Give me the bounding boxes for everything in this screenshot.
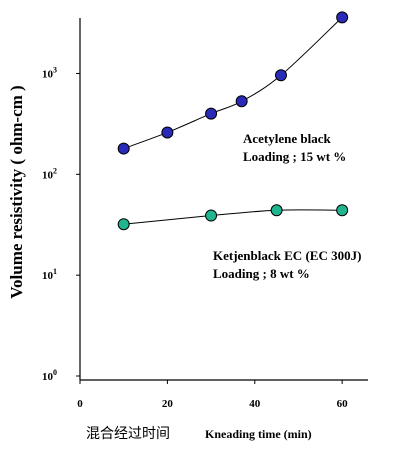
y-tick-label: 101 [42,267,57,282]
series-curves [123,17,343,225]
data-point [117,142,130,155]
ticks: 0 20 40 60 100 101 102 103 [42,65,348,410]
axes [79,18,368,381]
series-annotation: Loading ; 15 wt % [243,149,346,164]
data-points [117,11,349,231]
data-point [336,204,349,217]
x-tick-label: 0 [77,398,83,410]
y-tick-label: 102 [42,166,57,181]
x-axis-label-chinese: 混合经过时间 [86,426,170,442]
data-point [336,11,349,24]
x-tick-label: 60 [337,398,349,410]
data-point [235,95,248,108]
data-point [205,209,218,222]
data-point [117,218,130,231]
y-tick-label: 100 [42,368,57,383]
annotations: Acetylene black Loading ; 15 wt % Ketjenbl… [213,131,361,281]
data-point [205,107,218,120]
x-tick-label: 20 [162,398,174,410]
x-tick-label: 40 [249,398,261,410]
y-tick-label: 103 [42,65,57,80]
series-curve [123,17,343,150]
series-annotation: Ketjenblack EC (EC 300J) [213,248,361,263]
x-axis-label: Kneading time (min) [205,427,312,441]
data-point [270,204,283,217]
series-annotation: Acetylene black [243,131,332,146]
y-axis-label: Volume resistivity ( ohm-cm ) [7,85,26,298]
series-curve [123,209,343,225]
data-point [274,69,287,82]
series-annotation: Loading ; 8 wt % [213,266,310,281]
data-point [161,126,174,139]
